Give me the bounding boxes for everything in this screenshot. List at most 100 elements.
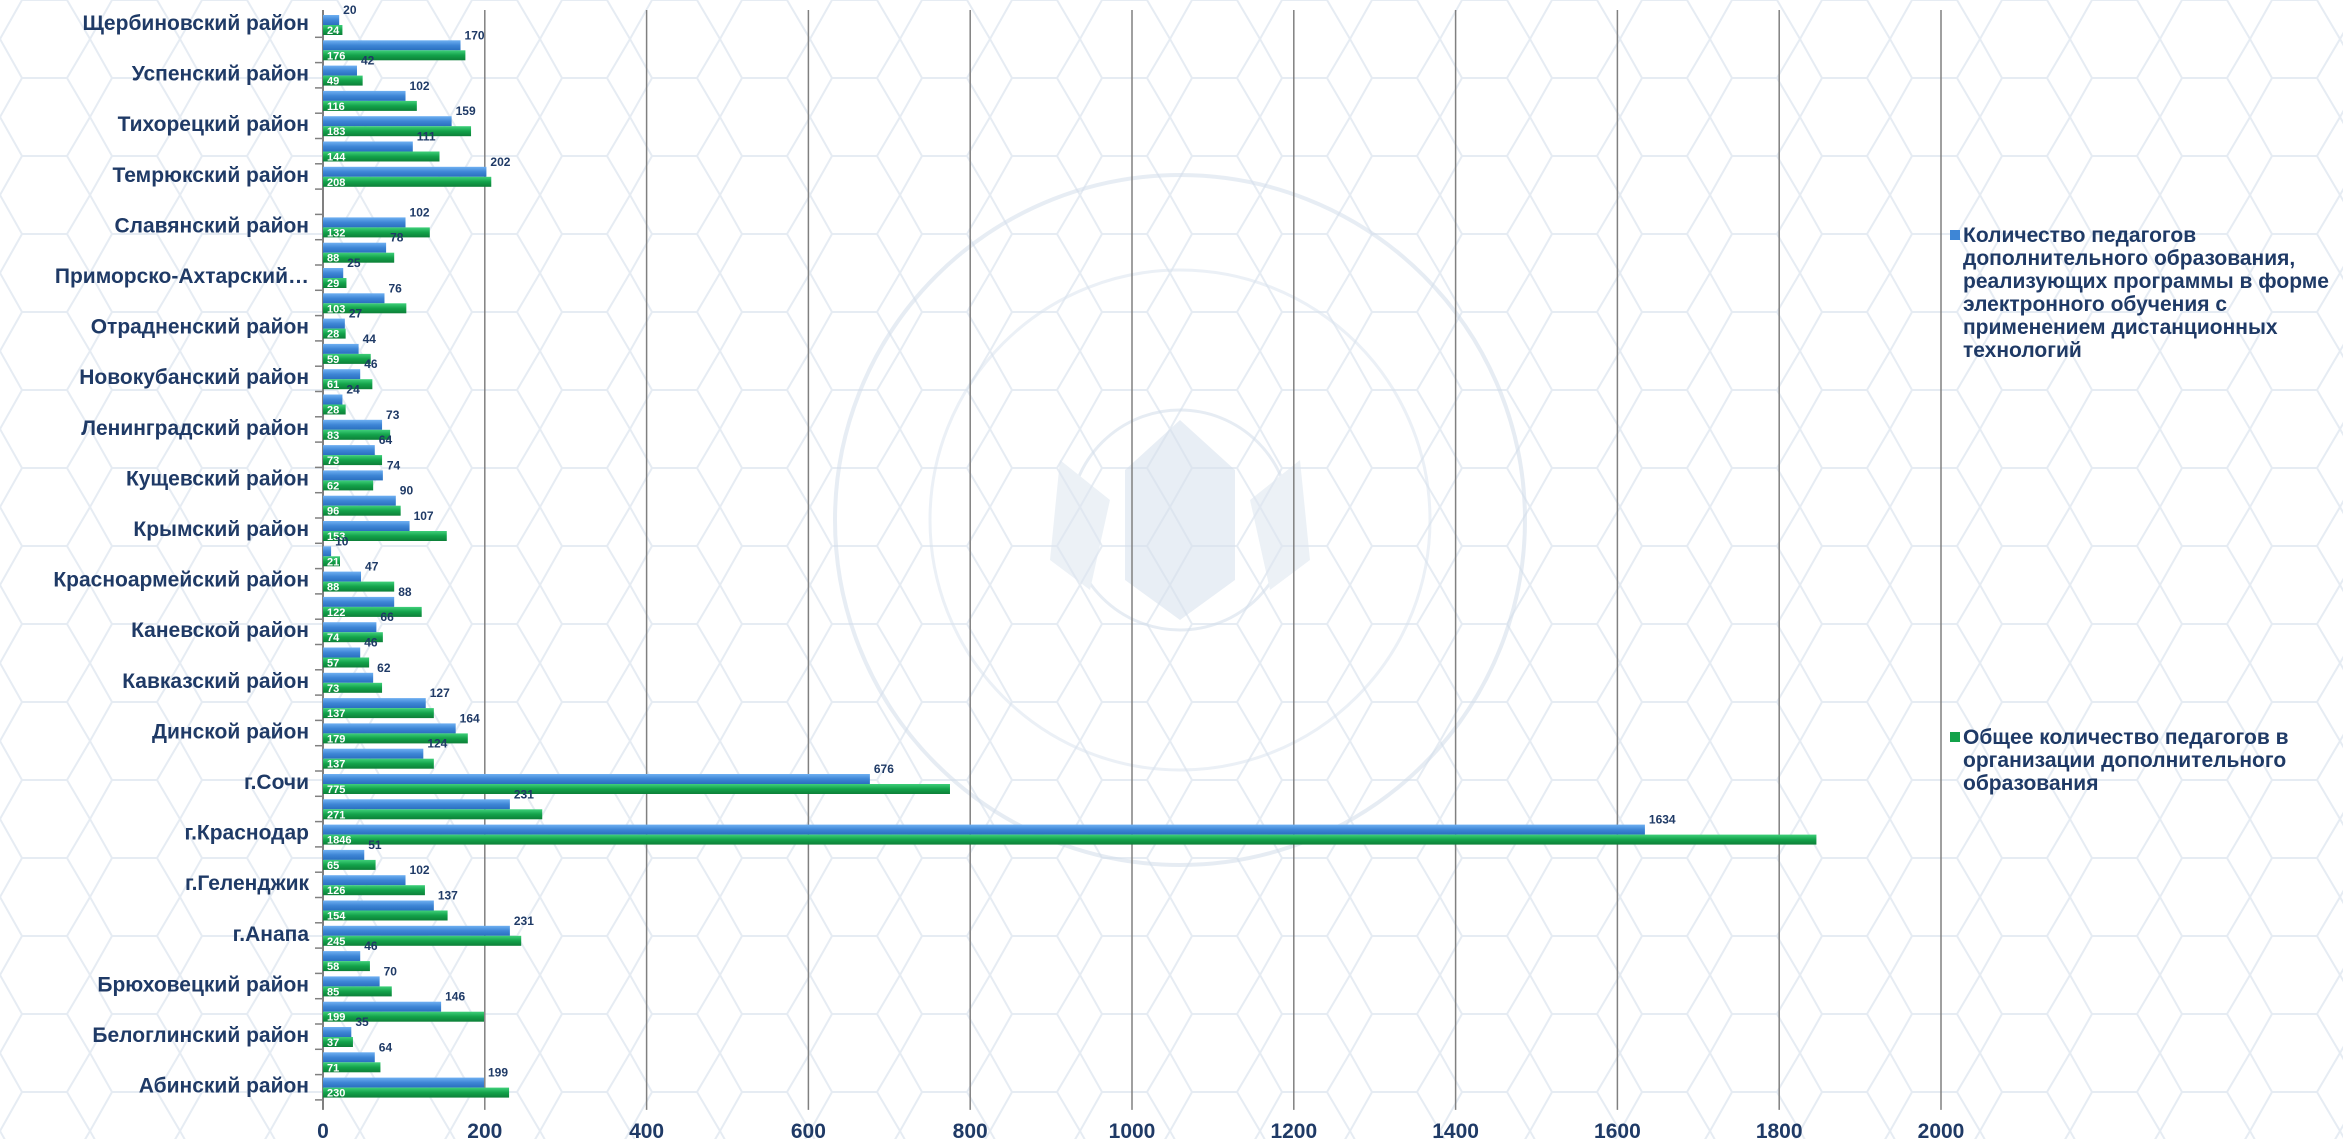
bar-green: [323, 505, 401, 516]
bar-blue: [323, 242, 387, 253]
data-label-blue: 64: [379, 433, 393, 447]
bar-green: [323, 1062, 381, 1073]
data-label-blue: 78: [390, 231, 404, 245]
bar-blue: [323, 723, 456, 734]
bar-green: [323, 480, 374, 491]
category-label: Славянский район: [114, 214, 309, 237]
data-label-blue: 46: [364, 939, 378, 953]
bar-green: [323, 581, 395, 592]
data-label-blue: 74: [387, 458, 401, 472]
bar-green: [323, 25, 343, 35]
bar-green: [323, 278, 347, 288]
category-label: Абинский район: [139, 1075, 309, 1098]
bar-green: [323, 176, 492, 187]
category-label: г.Анапа: [233, 923, 310, 946]
data-label-green: 49: [327, 76, 339, 88]
category-label: Красноармейский район: [53, 569, 309, 592]
category-label: Динской район: [152, 720, 309, 743]
bar-green: [323, 455, 383, 466]
data-label-green: 137: [327, 708, 345, 720]
data-label-blue: 202: [490, 155, 510, 169]
legend-swatch-blue: [1950, 230, 1960, 240]
bar-green: [323, 328, 346, 339]
data-label-blue: 127: [430, 686, 450, 700]
data-label-blue: 66: [380, 610, 394, 624]
bar-blue: [323, 141, 413, 152]
data-label-blue: 42: [361, 54, 375, 68]
x-tick-label: 400: [629, 1120, 664, 1139]
bar-blue: [323, 343, 359, 354]
data-label-blue: 25: [347, 256, 361, 270]
data-label-green: 230: [327, 1088, 345, 1100]
x-tick-label: 200: [467, 1120, 502, 1139]
data-label-blue: 10: [335, 534, 349, 548]
bar-blue: [323, 217, 406, 228]
bar-blue: [323, 293, 385, 304]
data-label-green: 199: [327, 1012, 345, 1024]
bar-blue: [323, 15, 340, 25]
data-label-blue: 35: [355, 1015, 369, 1029]
bar-blue: [323, 672, 374, 683]
bar-blue: [323, 40, 461, 51]
x-tick-label: 1600: [1594, 1120, 1641, 1139]
bar-blue: [323, 166, 487, 177]
bar-blue: [323, 774, 870, 784]
data-label-green: 65: [327, 860, 339, 872]
data-label-blue: 676: [874, 762, 894, 776]
bar-green: [323, 379, 373, 390]
bar-green: [323, 961, 370, 972]
data-label-blue: 102: [410, 79, 430, 93]
data-label-green: 21: [327, 556, 339, 568]
bar-blue: [323, 1052, 375, 1063]
bar-green: [323, 404, 346, 415]
data-label-blue: 20: [343, 3, 357, 17]
bar-green: [323, 910, 448, 921]
x-tick-label: 1800: [1756, 1120, 1803, 1139]
x-tick-label: 1000: [1109, 1120, 1156, 1139]
bar-blue: [323, 546, 332, 557]
data-label-green: 28: [327, 329, 339, 341]
bar-green: [323, 986, 392, 997]
data-label-blue: 51: [368, 838, 382, 852]
bar-blue: [323, 647, 361, 658]
bar-blue: [323, 622, 377, 633]
bar-blue: [323, 951, 361, 962]
category-label: Тихорецкий район: [118, 113, 309, 136]
bar-green: [323, 885, 425, 896]
bars: [323, 15, 1817, 1098]
watermark-emblem: [833, 173, 1527, 867]
bar-blue: [323, 65, 357, 76]
legend-label-blue: Количество педагогов дополнительного обр…: [1963, 224, 2329, 362]
bar-blue: [323, 925, 510, 936]
data-label-blue: 231: [514, 914, 534, 928]
data-label-green: 183: [327, 126, 345, 138]
bar-blue: [323, 369, 361, 380]
bar-green: [323, 252, 395, 263]
data-label-green: 73: [327, 683, 339, 695]
x-tick-label: 1200: [1270, 1120, 1317, 1139]
category-label: Крымский район: [133, 518, 309, 541]
bar-green: [323, 303, 407, 314]
bar-blue: [323, 445, 375, 456]
bar-blue: [323, 875, 406, 886]
data-label-green: 208: [327, 177, 345, 189]
data-label-green: 122: [327, 607, 345, 619]
data-label-green: 28: [327, 405, 339, 417]
legend-item-blue: Количество педагогов дополнительного обр…: [1950, 224, 2335, 362]
category-label: Брюховецкий район: [97, 973, 309, 996]
category-label: Щербиновский район: [83, 12, 309, 35]
category-label: Успенский район: [132, 63, 309, 86]
data-label-green: 153: [327, 531, 345, 543]
bar-blue: [323, 318, 345, 329]
category-label: Новокубанский район: [79, 366, 309, 389]
bar-green: [323, 531, 447, 541]
data-label-green: 1846: [327, 835, 351, 847]
data-label-green: 176: [327, 50, 345, 62]
bar-blue: [323, 900, 434, 911]
legend-label-green: Общее количество педагогов в организации…: [1963, 726, 2289, 795]
data-label-green: 85: [327, 986, 339, 998]
data-label-green: 179: [327, 733, 345, 745]
category-label: Кавказский район: [122, 670, 309, 693]
